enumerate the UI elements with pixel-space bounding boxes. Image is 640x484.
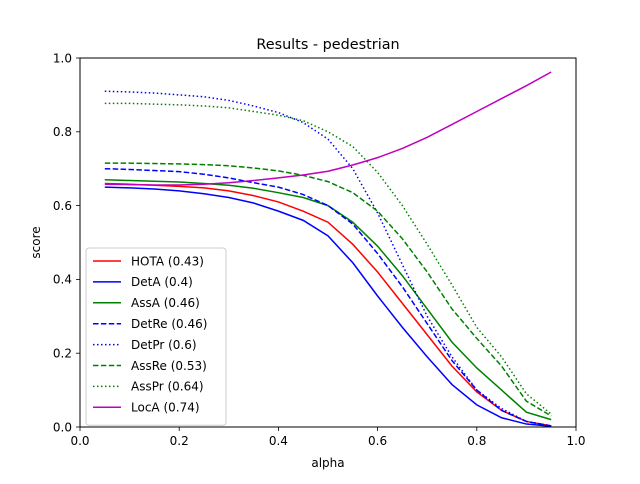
x-tick-label: 0.4 <box>269 434 288 448</box>
series-line-0 <box>104 182 552 427</box>
x-tick-label: 1.0 <box>566 434 585 448</box>
chart-title: Results - pedestrian <box>256 37 399 53</box>
y-tick-label: 0.4 <box>53 273 72 287</box>
x-tick-label: 0.6 <box>368 434 387 448</box>
legend-label-4: DetPr (0.6) <box>131 338 197 352</box>
y-tick-label: 0.6 <box>53 199 72 213</box>
series-line-2 <box>104 179 552 421</box>
legend: HOTA (0.43) DetA (0.4) AssA (0.46) DetRe (0… <box>85 247 227 426</box>
series-line-4 <box>104 90 552 427</box>
x-tick-label: 0.8 <box>467 434 486 448</box>
y-tick-label: 0.8 <box>53 125 72 139</box>
y-axis-label: score <box>29 226 43 258</box>
y-axis: 0.0 0.2 0.4 0.6 0.8 1.0 <box>53 51 80 434</box>
series-line-7 <box>104 71 552 186</box>
series-layer <box>104 71 552 428</box>
series-line-1 <box>104 186 552 428</box>
x-tick-label: 0.0 <box>70 434 89 448</box>
legend-label-5: AssRe (0.53) <box>131 359 207 373</box>
y-tick-label: 0.0 <box>53 420 72 434</box>
legend-label-7: LocA (0.74) <box>131 401 200 415</box>
x-axis: 0.0 0.2 0.4 0.6 0.8 1.0 <box>70 427 586 448</box>
legend-label-2: AssA (0.46) <box>131 296 200 310</box>
legend-label-6: AssPr (0.64) <box>131 380 204 394</box>
x-axis-label: alpha <box>311 456 344 470</box>
y-tick-label: 0.2 <box>53 347 72 361</box>
series-line-5 <box>104 162 552 417</box>
legend-label-3: DetRe (0.46) <box>131 317 207 331</box>
legend-box <box>85 247 227 426</box>
legend-label-0: HOTA (0.43) <box>131 254 204 268</box>
x-tick-label: 0.2 <box>170 434 189 448</box>
plot-frame <box>79 57 577 428</box>
legend-label-1: DetA (0.4) <box>131 275 193 289</box>
y-tick-label: 1.0 <box>53 51 72 65</box>
